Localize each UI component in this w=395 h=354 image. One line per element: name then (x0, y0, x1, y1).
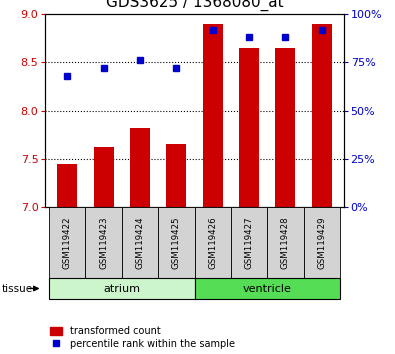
Bar (304, 207, 340, 278)
Text: GSM119429: GSM119429 (317, 216, 326, 269)
Bar (166, 144, 186, 207)
Bar (203, 24, 223, 207)
Bar (57, 164, 77, 207)
Text: GSM119425: GSM119425 (172, 216, 181, 269)
Bar (267, 207, 304, 278)
Bar (158, 207, 195, 278)
Bar (239, 48, 259, 207)
Bar (275, 48, 295, 207)
Bar (312, 24, 332, 207)
Text: ventricle: ventricle (243, 284, 292, 293)
Bar (85, 207, 122, 278)
Legend: transformed count, percentile rank within the sample: transformed count, percentile rank withi… (50, 326, 235, 349)
Bar (194, 207, 231, 278)
Bar (130, 128, 150, 207)
Text: GSM119424: GSM119424 (135, 216, 145, 269)
Text: GSM119427: GSM119427 (245, 216, 254, 269)
Text: GSM119423: GSM119423 (99, 216, 108, 269)
Text: tissue: tissue (2, 284, 33, 293)
Text: GSM119428: GSM119428 (281, 216, 290, 269)
Bar (49, 278, 194, 299)
Text: GSM119426: GSM119426 (208, 216, 217, 269)
Title: GDS3625 / 1368080_at: GDS3625 / 1368080_at (106, 0, 283, 11)
Text: atrium: atrium (103, 284, 140, 293)
Bar (231, 207, 267, 278)
Bar (49, 207, 85, 278)
Bar (94, 147, 114, 207)
Bar (194, 278, 340, 299)
Bar (122, 207, 158, 278)
Text: GSM119422: GSM119422 (63, 216, 72, 269)
